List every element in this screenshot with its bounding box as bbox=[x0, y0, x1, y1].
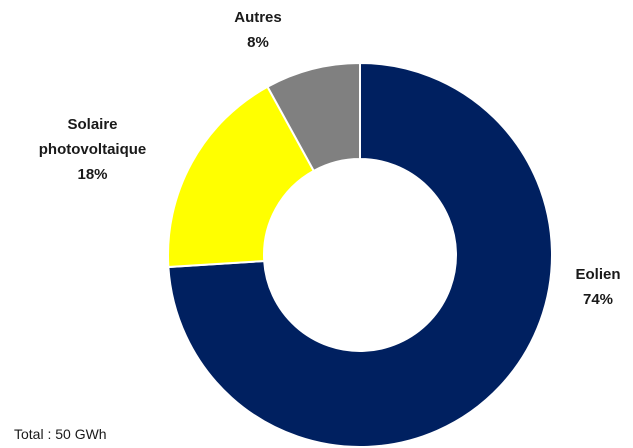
value-label: 74% bbox=[582, 291, 614, 308]
slice-label: Solaire photovoltaique 18% bbox=[30, 112, 155, 187]
value-label: 18% bbox=[77, 166, 108, 183]
slice-label: Eolien 74% bbox=[548, 262, 633, 312]
category-label: Autres bbox=[234, 9, 282, 26]
category-label: Solaire photovoltaique bbox=[38, 116, 147, 158]
category-label: Eolien bbox=[575, 266, 621, 283]
value-label: 8% bbox=[247, 34, 269, 51]
annotation: Total : 50 GWh bbox=[14, 426, 107, 442]
donut-slice bbox=[266, 61, 361, 173]
donut-slice bbox=[167, 61, 553, 448]
slice-label: Autres 8% bbox=[208, 5, 308, 55]
donut-slice bbox=[167, 85, 316, 269]
